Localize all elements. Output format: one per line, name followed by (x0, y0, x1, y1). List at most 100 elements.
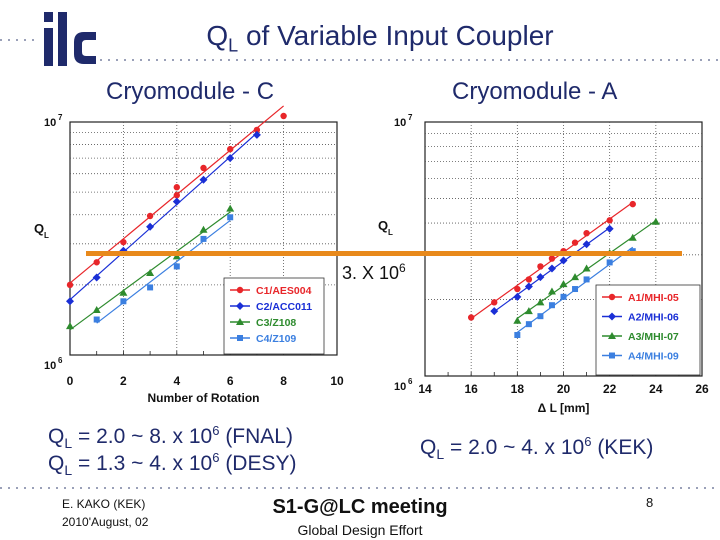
data-point (173, 192, 180, 199)
data-point (524, 307, 533, 315)
data-point (200, 235, 207, 242)
legend-marker (236, 286, 244, 294)
data-point (582, 264, 591, 272)
formula-fnal: QL = 2.0 ~ 8. x 106 (FNAL) (48, 423, 293, 452)
y-tick-exponent: 6 (58, 356, 63, 365)
slide-title: QL of Variable Input Coupler (206, 20, 554, 56)
x-tick-label: 14 (418, 382, 432, 396)
data-point (490, 307, 499, 316)
x-tick-label: 20 (557, 382, 571, 396)
meeting-name: S1-G@LC meeting (272, 496, 448, 518)
data-point (227, 214, 234, 221)
data-point (572, 286, 579, 293)
x-tick-label: 24 (649, 382, 663, 396)
presentation-date: 2010'August, 02 (62, 515, 149, 529)
legend-marker (608, 293, 616, 301)
data-point (226, 154, 235, 163)
data-point (92, 306, 101, 314)
threshold-label: 3. X 106 (340, 261, 408, 284)
top-dotted-line (0, 39, 40, 41)
data-point (93, 259, 100, 266)
x-tick-label: 8 (280, 374, 287, 388)
x-tick-label: 4 (173, 374, 180, 388)
data-point (146, 222, 155, 231)
x-tick-label: 22 (603, 382, 617, 396)
x-tick-label: 0 (67, 374, 74, 388)
data-point (571, 273, 580, 281)
data-point (606, 259, 613, 266)
data-point (147, 284, 154, 291)
data-point (547, 264, 556, 273)
data-point (280, 112, 287, 120)
y-axis-label: Q (378, 218, 388, 233)
y-tick-label: 10 (44, 360, 56, 372)
legend-label: C4/Z109 (256, 333, 296, 345)
ilc-logo (44, 12, 96, 66)
data-point (120, 238, 127, 246)
legend-label: C2/ACC011 (256, 301, 312, 313)
data-point (547, 287, 556, 295)
data-point (583, 229, 590, 237)
page-number: 8 (646, 495, 654, 510)
legend-marker (236, 318, 244, 325)
data-point (66, 322, 74, 330)
data-point (606, 217, 613, 224)
data-point (227, 145, 234, 153)
x-tick-label: 10 (330, 374, 344, 388)
data-point (548, 255, 556, 262)
data-point (571, 239, 579, 246)
data-point (173, 263, 180, 270)
data-point (559, 256, 568, 265)
legend-label: C1/AES004 (256, 285, 312, 297)
data-point (226, 204, 235, 212)
data-point (536, 298, 545, 306)
series-line (69, 132, 258, 301)
legend-label: A2/MHI-06 (628, 312, 679, 324)
author-name: E. KAKO (KEK) (62, 497, 146, 511)
data-point (548, 302, 555, 309)
y-axis-label: Q (34, 221, 44, 236)
x-tick-label: 2 (120, 374, 127, 388)
data-point (252, 130, 261, 139)
legend-label: A3/MHI-07 (628, 331, 679, 343)
data-point (173, 184, 180, 191)
legend-marker (608, 332, 616, 339)
data-point (120, 298, 127, 305)
data-point (491, 299, 498, 306)
y-tick-label: 10 (394, 117, 406, 129)
data-point (537, 263, 544, 270)
data-point (93, 316, 100, 323)
x-tick-label: 26 (695, 382, 709, 396)
data-point (582, 240, 591, 249)
data-point (66, 281, 74, 289)
footer-author: E. KAKO (KEK) 2010'August, 02 (62, 495, 148, 531)
data-point (537, 313, 544, 320)
formula-desy: QL = 1.3 ~ 4. x 106 (DESY) (48, 450, 297, 479)
y-tick-label: 10 (394, 381, 406, 393)
cryomodule-a-label: Cryomodule - A (452, 78, 618, 105)
data-point (536, 273, 545, 282)
data-point (525, 276, 533, 283)
data-point (514, 332, 521, 339)
legend-marker (237, 335, 243, 341)
y-tick-exponent: 6 (408, 377, 413, 386)
x-axis-label: Δ L [mm] (538, 401, 590, 415)
legend-box (595, 284, 701, 376)
data-point (605, 224, 614, 233)
data-point (200, 164, 207, 172)
y-tick-exponent: 7 (58, 113, 63, 122)
formula-kek: QL = 2.0 ~ 4. x 106 (KEK) (420, 434, 654, 463)
data-point (583, 276, 590, 283)
data-point (467, 314, 475, 321)
data-point (514, 285, 521, 293)
legend-marker (609, 352, 615, 359)
data-point (199, 225, 208, 233)
data-point (629, 200, 636, 208)
data-point (524, 282, 533, 291)
legend-label: C3/Z108 (256, 317, 296, 329)
data-point (146, 212, 154, 220)
data-point (92, 273, 101, 282)
